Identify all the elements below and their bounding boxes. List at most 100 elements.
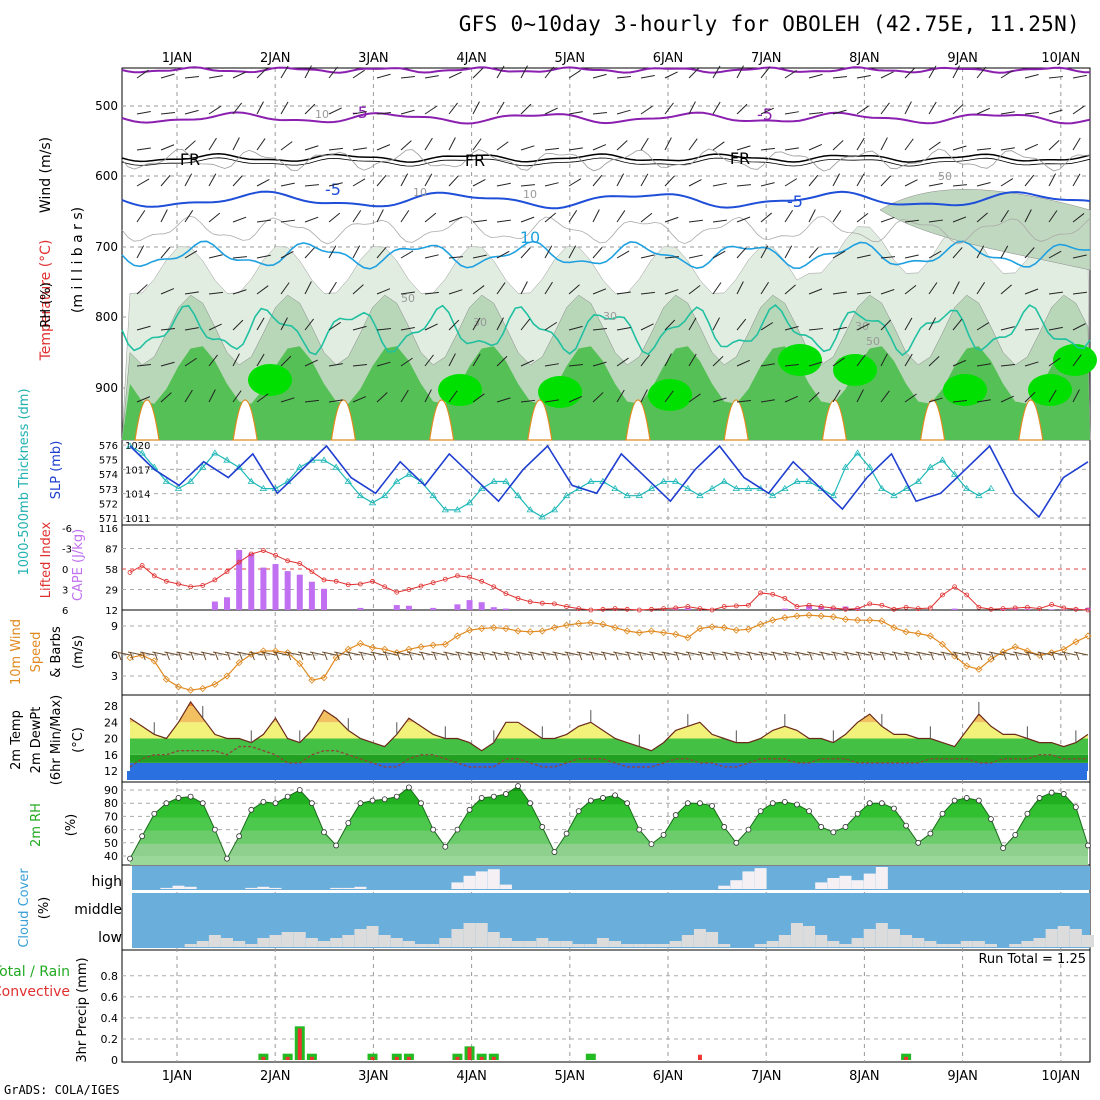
wind-barb — [928, 282, 938, 295]
wind10m-barb-flag — [457, 651, 462, 661]
wind-barb — [1000, 326, 1015, 331]
wind10m-point — [271, 647, 280, 655]
rh2m-point — [515, 783, 521, 789]
wind10m-barb-flag — [760, 651, 765, 661]
wind10m-line — [129, 614, 1089, 691]
rh2m-point — [854, 810, 861, 817]
wind10m-barb-flag — [893, 651, 898, 661]
wind-barb — [400, 76, 415, 79]
rh2m-point — [127, 855, 133, 862]
wind-barb — [616, 389, 625, 403]
cape-bar — [224, 597, 231, 610]
temp-contour-minus10 — [121, 66, 1090, 74]
cape-bar — [272, 564, 279, 610]
chart-title: GFS 0~10day 3-hourly for OBOLEH (42.75E,… — [458, 12, 1080, 36]
li-point — [758, 590, 763, 596]
wind10m-barb-flag — [396, 651, 401, 661]
precip-conv-bar — [370, 1056, 375, 1060]
li-point — [1061, 605, 1067, 611]
rh2m-point — [988, 816, 994, 822]
wind-barb — [376, 73, 391, 79]
thickness-point — [526, 506, 534, 513]
precip-tick-label: 0.8 — [101, 970, 119, 983]
temp2m-tick-label: 20 — [104, 733, 118, 746]
wind10m-barb-flag — [602, 651, 607, 661]
contour-label: 30 — [603, 310, 617, 323]
wind10m-point — [1084, 632, 1092, 640]
cloud-low-bar — [439, 938, 452, 947]
wind-barb — [616, 326, 631, 331]
wind-barb — [136, 245, 145, 259]
wind-barb — [760, 322, 774, 331]
wind-barb — [808, 288, 823, 295]
thickness-point — [380, 491, 389, 499]
cape-bar — [842, 606, 849, 610]
wind-barb — [928, 182, 943, 187]
li-point — [491, 584, 497, 590]
wind10m-point — [284, 649, 292, 657]
cloud-high-bar — [875, 867, 888, 889]
wind-barb — [280, 219, 295, 223]
li-point — [806, 602, 812, 608]
thickness-point — [259, 484, 268, 491]
wind10m-point — [320, 674, 328, 682]
wind-barb — [184, 357, 197, 367]
cloud-low-bar — [378, 935, 391, 947]
rh-blob — [1028, 374, 1072, 406]
precip-panel: 0.8 0.6 0.4 0.2 0 — [101, 970, 1090, 1067]
dry-slot — [330, 399, 357, 441]
thickness-point — [344, 477, 352, 484]
wind10m-point — [829, 613, 837, 621]
precip-conv-bar — [455, 1056, 460, 1060]
cloud-low-bar — [803, 926, 816, 947]
li-point — [576, 606, 582, 612]
wind-barb — [1000, 209, 1009, 223]
footer-credit: GrADS: COLA/IGES — [4, 1083, 120, 1097]
wind-barb — [760, 212, 772, 223]
thickness-point — [405, 470, 413, 477]
wind-barb — [400, 250, 414, 259]
thickness-point — [296, 463, 304, 470]
cloud-low-bar — [524, 941, 537, 947]
thickness-point — [199, 463, 207, 470]
wind-barb — [472, 138, 482, 151]
li-tick-label: -6 — [62, 524, 72, 535]
wind-barb — [424, 323, 438, 331]
thickness-point — [562, 491, 571, 499]
wind-barb — [280, 317, 288, 331]
rh2m-point — [1036, 795, 1043, 801]
rh2m-point — [891, 805, 897, 812]
wind10m-barb-flag — [1027, 651, 1031, 661]
wind10m-barb-flag — [917, 651, 922, 661]
wind-barb — [304, 184, 319, 187]
li-point — [552, 601, 557, 607]
wind-barb — [400, 109, 415, 115]
wind10m-barb-flag — [287, 651, 292, 661]
wind-barb — [400, 210, 410, 223]
wind-barb — [160, 112, 175, 115]
rh2m-point — [248, 806, 255, 813]
cloud-low-bar — [681, 935, 694, 947]
wind-barb — [736, 65, 744, 79]
wind-barb — [712, 250, 726, 259]
li-tick-label: 0 — [62, 565, 68, 576]
wind-barb — [688, 285, 701, 295]
li-point — [988, 606, 994, 612]
wind-barb — [640, 254, 655, 259]
cloud-high-bar — [487, 869, 500, 889]
li-point — [624, 606, 630, 612]
rh2m-point — [1024, 810, 1031, 817]
wind10m-barb-flag — [263, 651, 267, 661]
wind10m-point — [708, 623, 716, 631]
li-point — [685, 604, 691, 609]
cloud-low-bar — [609, 941, 622, 947]
wind10m-point — [199, 684, 207, 693]
wind-barb — [232, 175, 243, 187]
thickness-point — [878, 484, 886, 491]
wind-barb — [640, 323, 654, 331]
day-label-top: 2JAN — [260, 51, 291, 66]
cloud-low-bar — [560, 941, 573, 947]
wind-barb — [448, 137, 456, 151]
cloud-low-bar — [257, 938, 270, 947]
rh2m-point — [963, 795, 970, 801]
